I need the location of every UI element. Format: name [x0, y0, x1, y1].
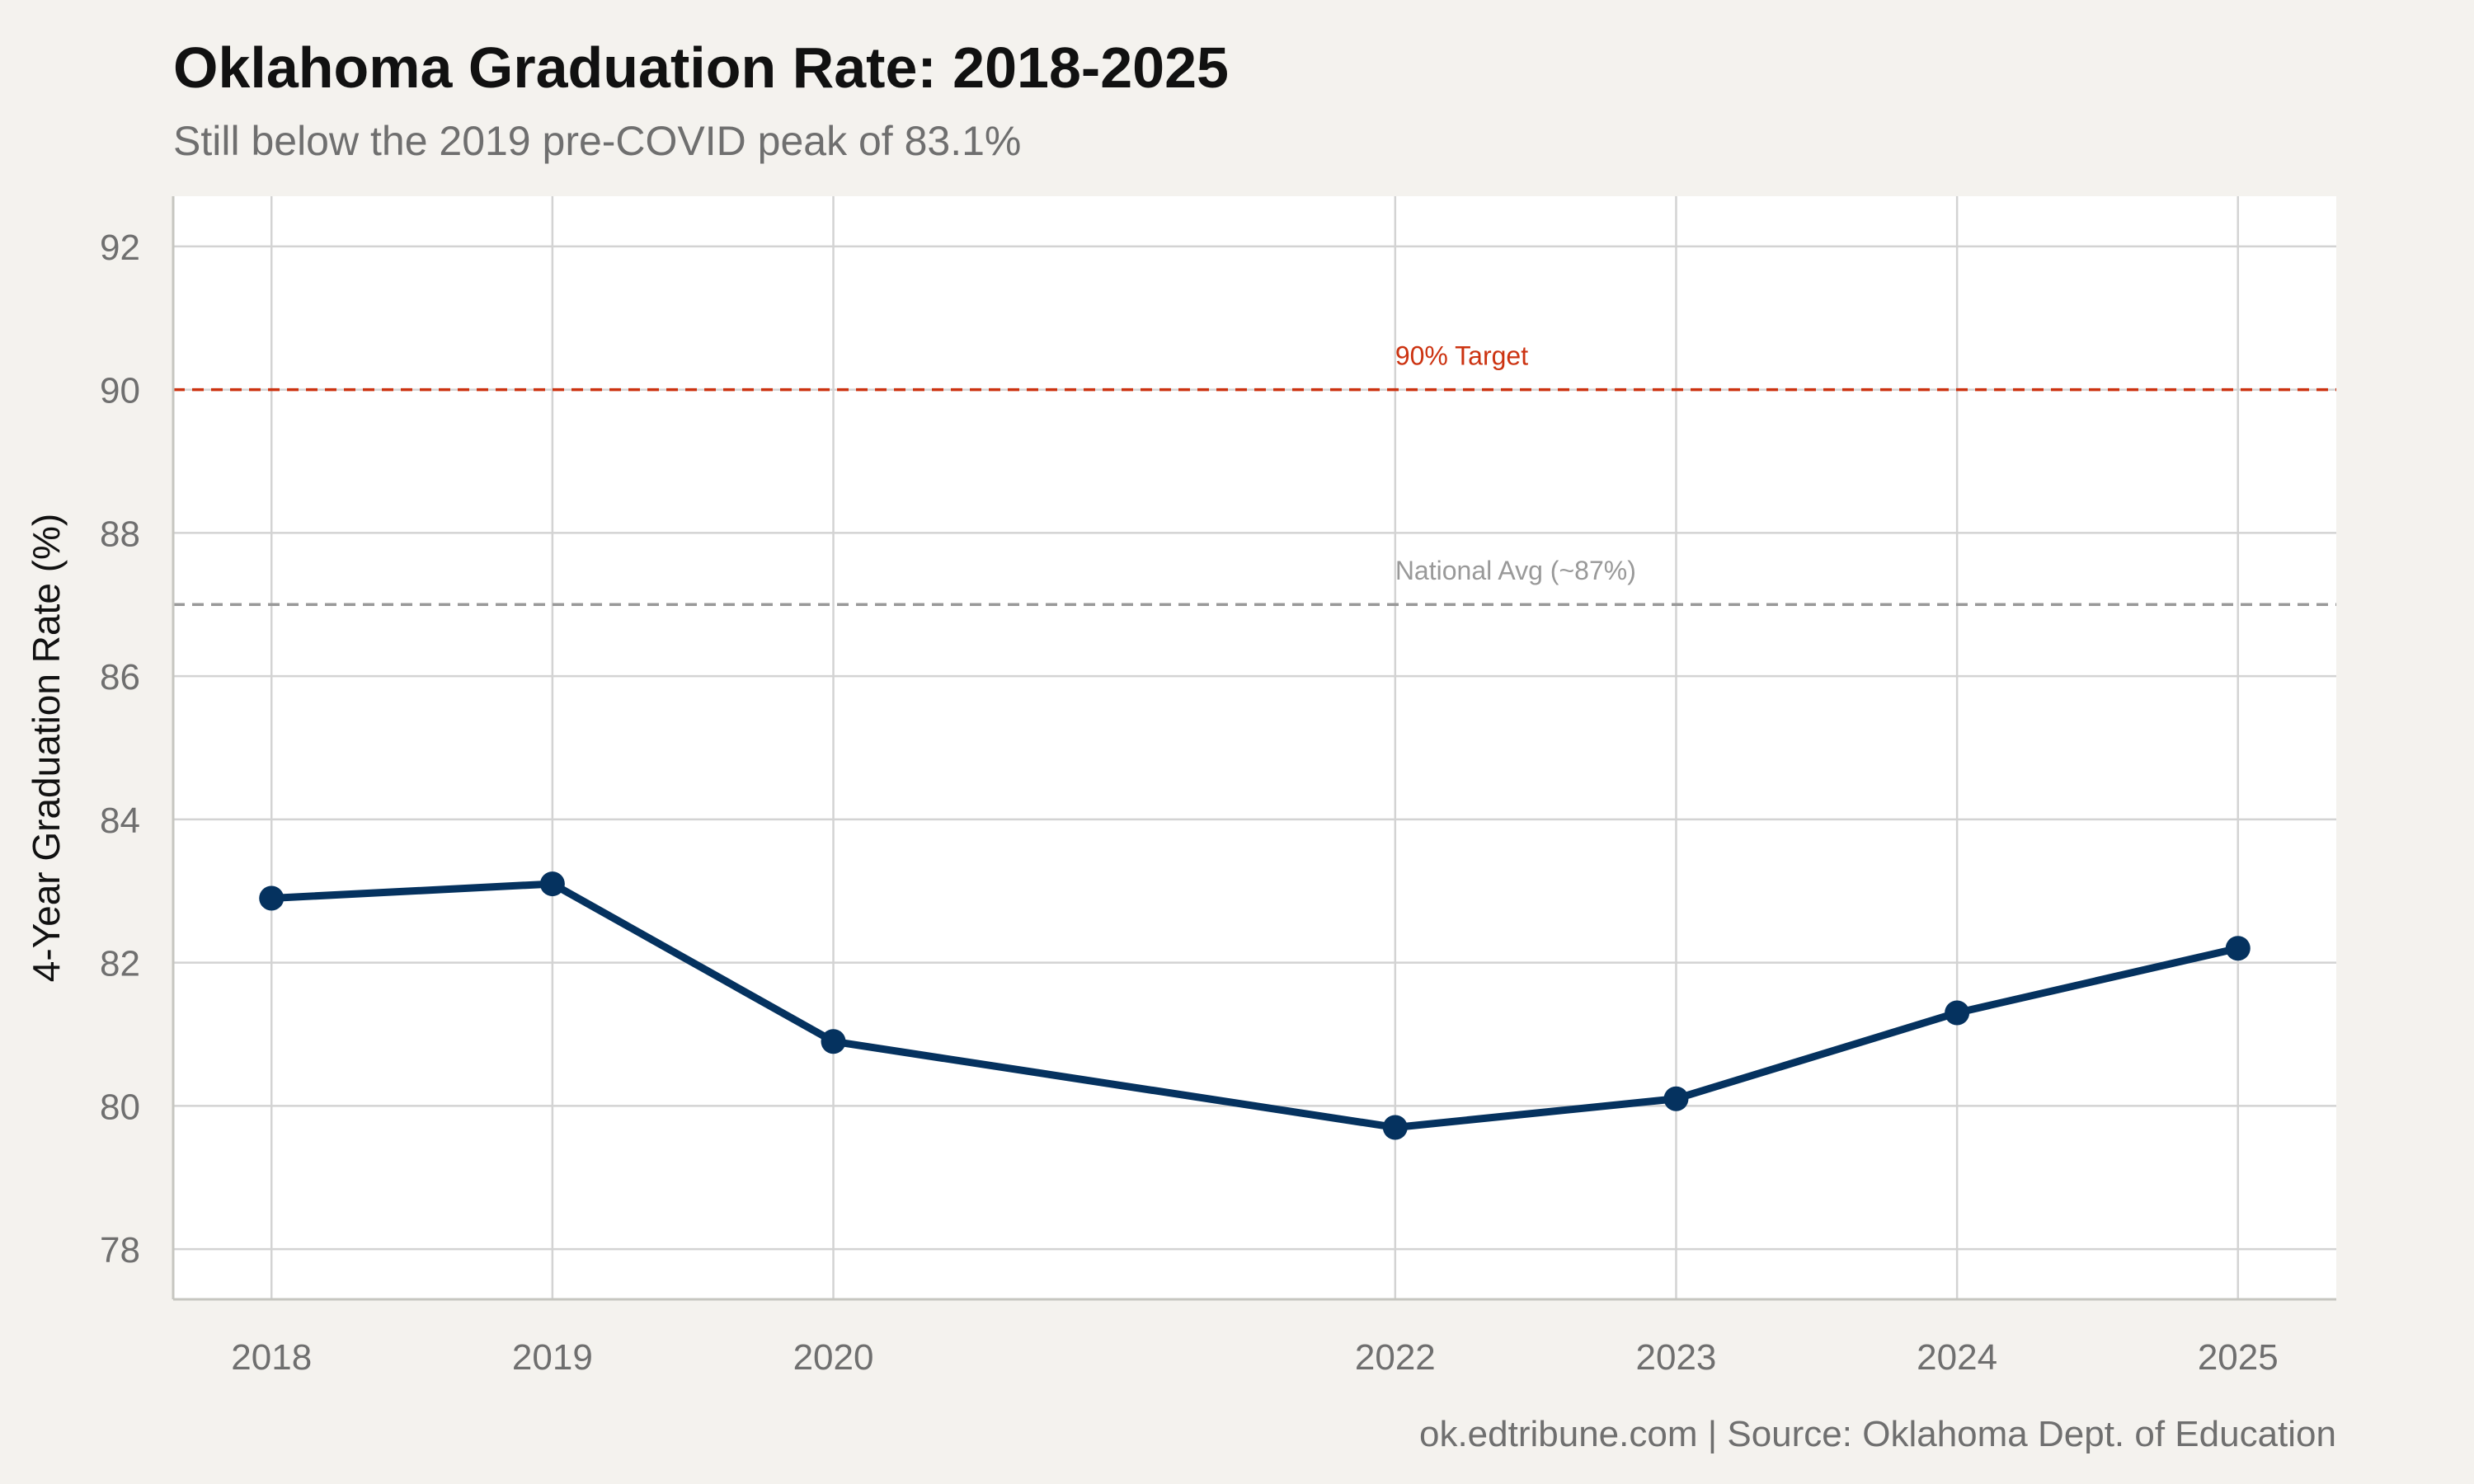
- data-point: [259, 885, 285, 911]
- reference-line-label: National Avg (~87%): [1395, 556, 1636, 585]
- y-tick-label: 82: [100, 944, 140, 984]
- y-tick-label: 88: [100, 514, 140, 554]
- data-point: [1382, 1115, 1408, 1140]
- series-layer: [259, 871, 2251, 1140]
- chart-caption: ok.edtribune.com | Source: Oklahoma Dept…: [1418, 1414, 2336, 1454]
- x-tick-label: 2024: [1917, 1337, 1997, 1378]
- x-tick-label: 2020: [793, 1337, 874, 1378]
- data-point: [2225, 936, 2251, 961]
- y-tick-label: 92: [100, 228, 140, 268]
- data-point: [821, 1029, 846, 1054]
- chart-title: Oklahoma Graduation Rate: 2018-2025: [173, 35, 1229, 100]
- x-tick-label: 2018: [231, 1337, 312, 1378]
- axes: [172, 196, 2336, 1301]
- y-tick-label: 80: [100, 1087, 140, 1127]
- x-tick-label: 2025: [2198, 1337, 2279, 1378]
- x-tick-label: 2019: [512, 1337, 593, 1378]
- data-point: [539, 871, 565, 897]
- y-tick-label: 90: [100, 371, 140, 411]
- plot-panel: [173, 196, 2336, 1299]
- x-tick-label: 2023: [1636, 1337, 1717, 1378]
- y-tick-label: 86: [100, 657, 140, 697]
- reference-lines: 90% Target National Avg (~87%): [173, 341, 2336, 606]
- x-tick-label: 2022: [1355, 1337, 1436, 1378]
- data-point: [1945, 1000, 1970, 1026]
- y-tick-label: 84: [100, 801, 140, 841]
- chart-subtitle: Still below the 2019 pre-COVID peak of 8…: [173, 118, 1022, 164]
- tick-labels: 78 80 82 84 86 88 90 92 2018 2019 2020 2022 2023 2024…: [100, 228, 2279, 1378]
- y-tick-label: 78: [100, 1230, 140, 1270]
- data-point: [1663, 1086, 1689, 1111]
- reference-line-label: 90% Target: [1395, 341, 1528, 371]
- y-axis-title: 4-Year Graduation Rate (%): [25, 514, 68, 983]
